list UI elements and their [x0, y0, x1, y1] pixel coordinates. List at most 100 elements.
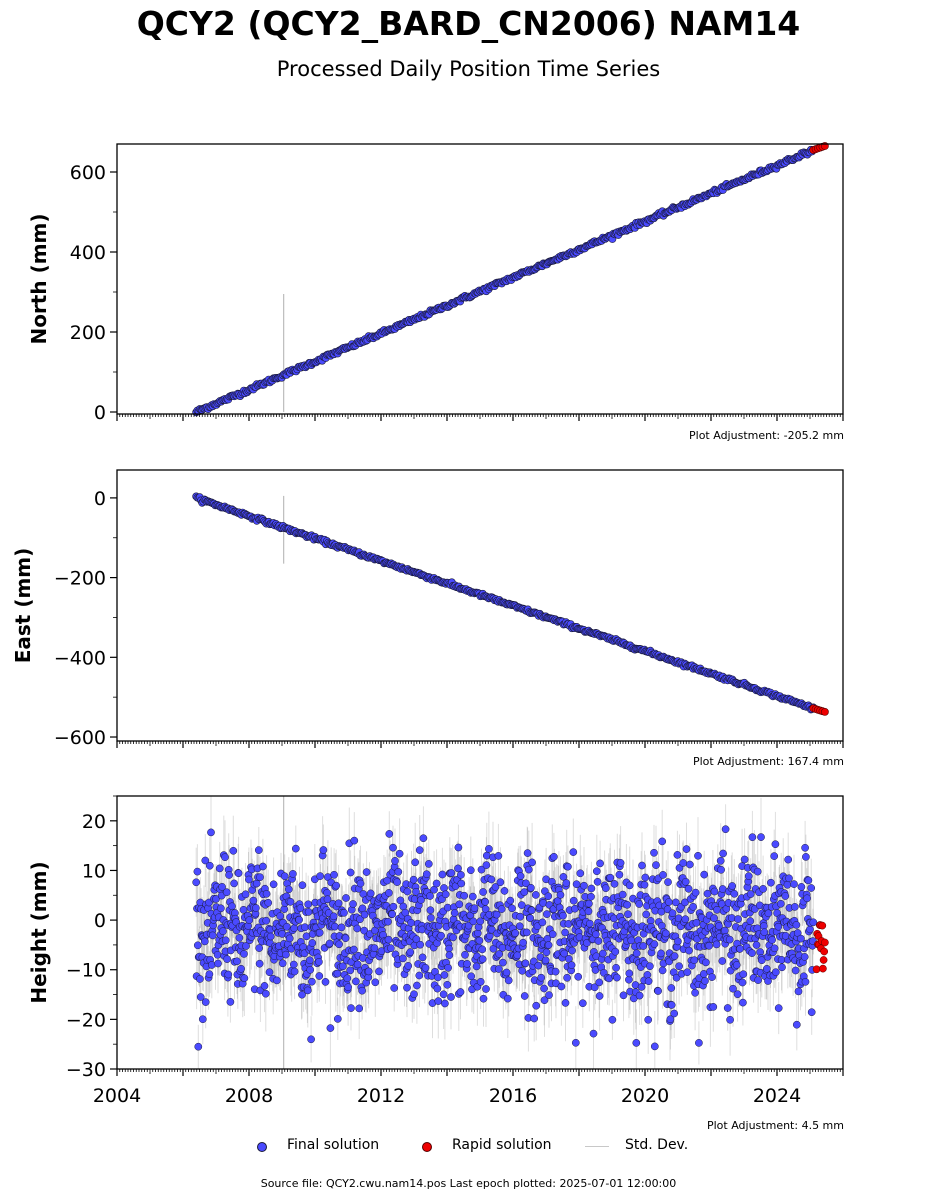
- height-data-point: [797, 883, 806, 891]
- height-data-point: [716, 856, 725, 865]
- height-data-point: [476, 977, 485, 986]
- height-x-tick-label: 2016: [489, 1085, 537, 1107]
- height-data-point: [519, 938, 527, 947]
- height-y-tick-label: −20: [66, 1009, 106, 1031]
- height-data-point: [455, 900, 464, 909]
- height-data-point: [443, 980, 452, 989]
- height-data-point: [475, 936, 484, 945]
- height-data-point: [770, 852, 779, 860]
- height-data-point: [734, 915, 742, 923]
- height-data-point: [434, 997, 443, 1005]
- height-data-point: [371, 978, 380, 987]
- height-data-point: [767, 878, 775, 887]
- height-data-point: [732, 961, 741, 969]
- height-data-point: [460, 891, 469, 900]
- height-data-point: [713, 905, 721, 914]
- height-data-point: [196, 975, 204, 983]
- height-data-point: [635, 900, 644, 908]
- height-data-point: [527, 883, 535, 892]
- height-data-point: [599, 949, 607, 958]
- final-solution-marker-icon: [257, 1142, 267, 1152]
- height-data-point: [198, 1015, 207, 1024]
- height-data-point: [658, 837, 667, 846]
- height-data-point: [447, 869, 456, 877]
- page-title: QCY2 (QCY2_BARD_CN2006) NAM14: [136, 4, 801, 43]
- height-data-point: [249, 896, 258, 905]
- height-data-point: [415, 971, 424, 980]
- height-data-point: [670, 1009, 679, 1018]
- height-data-point: [524, 865, 533, 874]
- height-data-point: [439, 990, 448, 999]
- height-data-point: [233, 957, 241, 966]
- height-data-point: [518, 966, 527, 975]
- height-data-point: [733, 990, 742, 999]
- height-data-point: [487, 875, 496, 884]
- page-subtitle: Processed Daily Position Time Series: [276, 57, 661, 81]
- height-data-point: [689, 902, 697, 911]
- height-data-point: [390, 984, 399, 992]
- height-data-point: [346, 868, 355, 877]
- height-data-point: [657, 949, 665, 958]
- height-data-point: [730, 889, 739, 898]
- height-data-point: [820, 947, 829, 956]
- height-data-point: [362, 868, 371, 876]
- height-data-point: [330, 870, 338, 879]
- height-data-point: [410, 990, 418, 999]
- height-data-point: [562, 879, 571, 887]
- height-data-point: [315, 958, 323, 966]
- height-y-tick-label: −10: [66, 960, 106, 982]
- height-data-point: [784, 855, 793, 864]
- height-data-point: [228, 902, 236, 911]
- height-data-point: [358, 986, 366, 995]
- height-data-point: [681, 915, 690, 924]
- height-data-point: [664, 898, 673, 906]
- height-data-point: [710, 887, 719, 896]
- height-data-point: [321, 978, 330, 986]
- north-y-tick-label: 600: [70, 162, 106, 184]
- height-data-point: [619, 991, 628, 1000]
- height-data-point: [434, 973, 442, 982]
- height-data-point: [387, 944, 395, 953]
- height-data-point: [563, 973, 571, 982]
- height-data-point: [515, 922, 524, 931]
- height-data-point: [217, 904, 225, 913]
- height-data-point: [625, 969, 634, 978]
- height-data-point: [237, 964, 245, 973]
- height-y-tick-label: −30: [66, 1059, 106, 1081]
- height-data-point: [748, 833, 757, 842]
- height-data-point: [718, 957, 727, 965]
- height-data-point: [472, 962, 481, 971]
- height-data-point: [260, 982, 269, 990]
- height-data-point: [511, 929, 520, 937]
- height-data-point: [385, 889, 393, 897]
- height-data-point: [738, 978, 747, 987]
- height-data-point: [574, 972, 583, 981]
- height-data-point: [219, 927, 227, 936]
- height-data-point: [261, 989, 270, 998]
- height-data-point: [705, 941, 713, 950]
- height-data-point: [717, 865, 725, 874]
- height-data-point: [522, 928, 531, 937]
- height-data-point: [341, 934, 350, 943]
- height-data-point: [520, 992, 529, 1000]
- height-data-point: [494, 852, 503, 860]
- height-data-point: [596, 859, 604, 868]
- height-data-point: [792, 921, 801, 929]
- height-data-point: [234, 869, 243, 878]
- height-data-point: [569, 848, 578, 856]
- north-y-tick-label: 0: [94, 402, 106, 424]
- height-data-point: [255, 944, 264, 952]
- height-data-point: [771, 968, 780, 977]
- height-data-point: [389, 902, 398, 911]
- height-data-point: [683, 968, 692, 977]
- height-data-point: [295, 915, 303, 924]
- height-data-point: [356, 879, 365, 888]
- height-data-point: [353, 924, 362, 933]
- height-data-point: [426, 906, 435, 915]
- height-data-point: [478, 945, 487, 954]
- height-data-point: [301, 923, 309, 932]
- height-data-point: [355, 1004, 364, 1013]
- height-data-point: [702, 958, 710, 967]
- height-data-point: [652, 861, 660, 869]
